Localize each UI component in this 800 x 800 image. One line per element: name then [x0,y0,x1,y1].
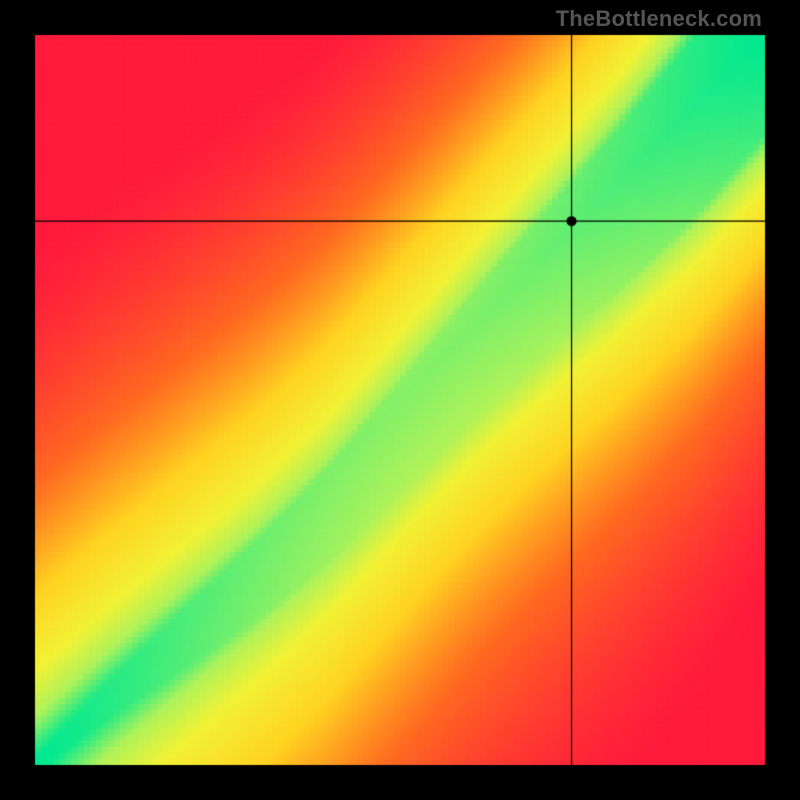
heatmap-canvas [0,0,800,800]
chart-container: TheBottleneck.com [0,0,800,800]
watermark-text: TheBottleneck.com [556,6,762,32]
